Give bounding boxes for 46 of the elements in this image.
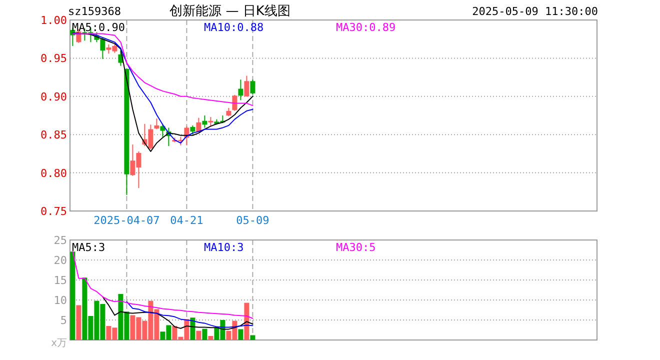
y-tick-label: 10 bbox=[54, 294, 67, 307]
candlestick bbox=[160, 123, 166, 138]
x-tick-label: 04-21 bbox=[170, 214, 204, 227]
bar bbox=[250, 335, 256, 340]
x-tick-label: 2025-04-07 bbox=[94, 214, 160, 227]
bar bbox=[70, 252, 76, 340]
candlestick bbox=[238, 79, 244, 101]
y-axis-title: x万 bbox=[51, 338, 67, 349]
bar bbox=[244, 302, 250, 340]
candlestick bbox=[202, 115, 208, 128]
chart-title: 创新能源 — 日K线图 bbox=[170, 4, 290, 19]
y-tick-label: 20 bbox=[54, 254, 67, 267]
text: MA10:0.88 bbox=[204, 21, 264, 34]
y-tick-label: 25 bbox=[54, 234, 67, 247]
text: 2025-05-09 11:30:00 bbox=[472, 5, 598, 18]
text: MA30:5 bbox=[336, 241, 376, 254]
line-series bbox=[102, 296, 254, 330]
bar bbox=[190, 318, 196, 340]
text: MA30:0.89 bbox=[336, 21, 396, 34]
y-tick-label: 1.00 bbox=[40, 14, 67, 27]
bar bbox=[238, 329, 244, 340]
y-tick-label: 0.75 bbox=[40, 205, 67, 218]
x-tick-label: 05-09 bbox=[236, 214, 270, 227]
candlestick bbox=[196, 117, 202, 133]
bar bbox=[76, 305, 82, 340]
candlestick bbox=[244, 75, 250, 97]
series-label: MA5:0.90 bbox=[72, 21, 125, 34]
candlestick bbox=[232, 94, 238, 112]
bar bbox=[208, 336, 214, 340]
candlestick bbox=[190, 124, 196, 136]
y-tick-label: 0.85 bbox=[40, 128, 67, 142]
candlestick bbox=[208, 116, 214, 127]
y-tick-label: 15 bbox=[54, 274, 67, 287]
text: MA5:3 bbox=[72, 241, 106, 254]
y-tick-label: 5 bbox=[60, 314, 67, 327]
candlestick bbox=[154, 118, 160, 130]
text: sz159368 bbox=[68, 5, 121, 18]
bar bbox=[202, 328, 208, 340]
bar bbox=[196, 330, 202, 340]
y-tick-label: 0.95 bbox=[40, 52, 67, 66]
line-series bbox=[72, 251, 254, 319]
line-series bbox=[126, 301, 254, 328]
text: MA10:3 bbox=[204, 241, 244, 254]
candlestick bbox=[250, 79, 256, 95]
y-tick-label: 0.80 bbox=[40, 166, 67, 180]
y-tick-label: 0.90 bbox=[40, 90, 67, 104]
